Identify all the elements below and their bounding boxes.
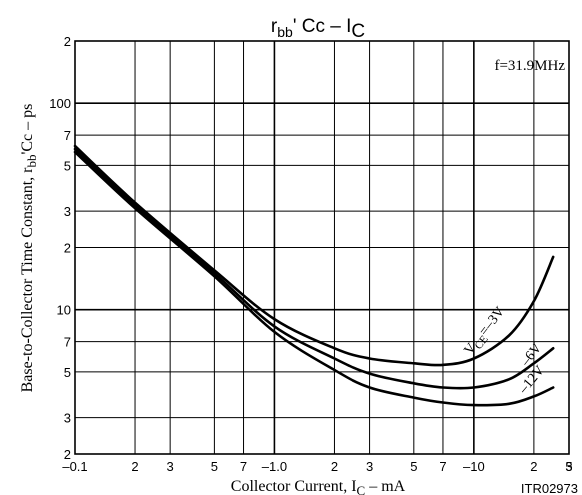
x-tick-label: 5 [410,459,417,474]
x-tick-label: 3 [366,459,373,474]
series-12v-line [73,150,555,407]
y-tick-label: 5 [64,158,71,173]
y-tick-label: 10 [57,303,71,318]
x-tick-label: –0.1 [62,459,87,474]
series-vce-3v-line [73,144,555,367]
y-tick-label: 7 [64,128,71,143]
x-tick-label: 5 [211,459,218,474]
y-tick-label: 7 [64,335,71,350]
x-tick-label: –1.0 [262,459,287,474]
plot-frame [74,40,570,455]
x-tick-label: 5 [565,459,572,474]
x-axis-title: Collector Current, IC – mA [231,478,406,495]
y-tick-label: 3 [64,411,71,426]
y-tick-label: 3 [64,204,71,219]
footer-code: ITR02973 [521,481,578,495]
series-6v-line [73,147,555,390]
y-tick-label: 2 [64,241,71,256]
x-tick-label: 2 [530,459,537,474]
x-tick-label: 7 [240,459,247,474]
x-tick-label: 7 [439,459,446,474]
x-tick-label: 3 [167,459,174,474]
x-tick-label: 3 [565,459,572,474]
x-tick-label: 2 [331,459,338,474]
label-6v: –6V [518,341,545,370]
x-tick-label: –10 [463,459,485,474]
y-tick-label: 2 [64,447,71,462]
y-tick-label: 2 [64,34,71,49]
frequency-annotation: f=31.9MHz [494,58,565,74]
grid [75,41,569,454]
y-tick-label: 5 [64,365,71,380]
chart-title: rbb' Cc – IC [271,16,365,42]
y-tick-label: 100 [49,96,71,111]
curves [73,144,555,407]
y-axis-title: Base-to-Collector Time Constant, rbb'Cc … [19,104,39,393]
x-tick-label: 2 [131,459,138,474]
